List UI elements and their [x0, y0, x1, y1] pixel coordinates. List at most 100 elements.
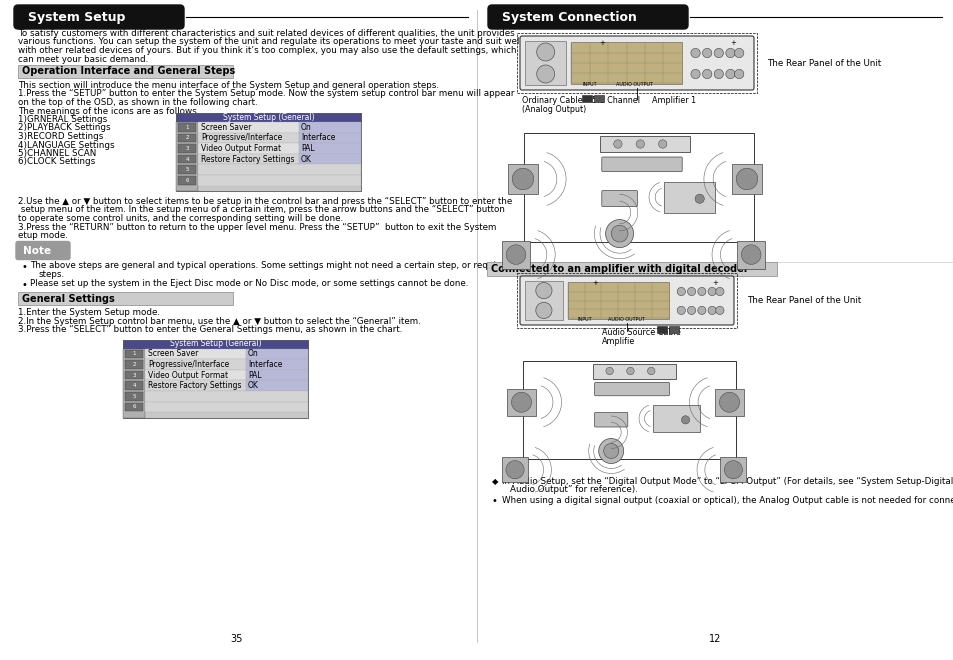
- Text: various functions. You can setup the system of the unit and regulate its operati: various functions. You can setup the sys…: [18, 38, 521, 46]
- Bar: [298, 133, 360, 143]
- Bar: [298, 122, 360, 133]
- Bar: [145, 391, 308, 401]
- Text: 3: 3: [132, 372, 135, 378]
- Circle shape: [701, 48, 711, 57]
- Text: +: +: [592, 280, 598, 286]
- Text: PAL: PAL: [301, 144, 314, 153]
- Text: Progressive/Interface: Progressive/Interface: [148, 360, 229, 369]
- Text: Audio Output” for reference).: Audio Output” for reference).: [510, 486, 638, 494]
- Circle shape: [719, 392, 739, 412]
- Text: (Analog Output): (Analog Output): [521, 104, 586, 114]
- Text: Amplifie: Amplifie: [601, 337, 635, 345]
- Bar: [145, 370, 246, 380]
- Bar: [198, 143, 298, 154]
- Circle shape: [714, 48, 722, 57]
- FancyBboxPatch shape: [601, 191, 637, 207]
- Circle shape: [734, 69, 743, 79]
- Bar: [593, 364, 676, 378]
- Circle shape: [715, 287, 723, 296]
- Text: steps.: steps.: [38, 270, 64, 279]
- Bar: [737, 241, 764, 269]
- Text: 6)CLOCK Settings: 6)CLOCK Settings: [18, 158, 95, 166]
- Bar: [18, 292, 233, 305]
- Bar: [178, 145, 195, 153]
- Bar: [178, 155, 195, 164]
- Text: System Setup: System Setup: [28, 11, 125, 24]
- FancyBboxPatch shape: [488, 5, 687, 29]
- Bar: [298, 154, 360, 164]
- Bar: [198, 175, 360, 185]
- Text: AUDIO OUTPUT: AUDIO OUTPUT: [607, 317, 644, 322]
- Text: to operate some control units, and the corresponding setting will be done.: to operate some control units, and the c…: [18, 214, 343, 223]
- Circle shape: [598, 438, 623, 463]
- Circle shape: [695, 194, 703, 203]
- Bar: [178, 176, 195, 185]
- Text: Progressive/Interface: Progressive/Interface: [201, 133, 282, 143]
- Circle shape: [740, 245, 760, 265]
- Bar: [175, 113, 360, 191]
- Text: To satisfy customers with different characteristics and suit related devices of : To satisfy customers with different char…: [18, 29, 515, 38]
- Bar: [178, 166, 195, 174]
- Text: +: +: [730, 40, 736, 46]
- Bar: [123, 339, 308, 418]
- Bar: [123, 339, 308, 348]
- Circle shape: [725, 69, 735, 79]
- Text: On: On: [248, 349, 258, 358]
- Text: INPUT: INPUT: [582, 82, 597, 87]
- Text: 1.Press the “SETUP” button to enter the System Setup mode. Now the system setup : 1.Press the “SETUP” button to enter the …: [18, 90, 514, 98]
- Text: etup mode.: etup mode.: [18, 231, 68, 240]
- Bar: [524, 281, 562, 320]
- Text: The meanings of the icons are as follows.: The meanings of the icons are as follows…: [18, 106, 199, 116]
- Bar: [599, 135, 689, 152]
- Text: 3.Press the “RETURN” button to return to the upper level menu. Press the “SETUP”: 3.Press the “RETURN” button to return to…: [18, 222, 496, 232]
- Bar: [715, 389, 743, 416]
- Bar: [486, 262, 776, 276]
- Circle shape: [605, 367, 613, 375]
- Bar: [657, 326, 666, 333]
- Bar: [175, 113, 360, 122]
- Text: 4)LANGUAGE Settings: 4)LANGUAGE Settings: [18, 141, 114, 150]
- Bar: [567, 282, 668, 319]
- Circle shape: [626, 367, 634, 375]
- FancyBboxPatch shape: [594, 383, 669, 396]
- Text: 6: 6: [132, 405, 135, 409]
- Text: 1.Enter the System Setup mode.: 1.Enter the System Setup mode.: [18, 308, 160, 317]
- Circle shape: [736, 168, 757, 190]
- Text: Please set up the system in the Eject Disc mode or No Disc mode, or some setting: Please set up the system in the Eject Di…: [30, 279, 468, 288]
- Circle shape: [725, 48, 735, 57]
- Circle shape: [505, 461, 523, 479]
- Circle shape: [511, 392, 531, 412]
- Bar: [125, 371, 143, 379]
- Circle shape: [687, 306, 695, 315]
- Text: Connected to an amplifier with digital decoder: Connected to an amplifier with digital d…: [491, 264, 748, 274]
- Text: 35: 35: [231, 634, 243, 644]
- Bar: [507, 389, 536, 416]
- Text: Operation Interface and General Steps: Operation Interface and General Steps: [22, 67, 235, 77]
- Text: •: •: [22, 261, 28, 271]
- Text: 3: 3: [185, 146, 189, 151]
- Bar: [145, 348, 246, 359]
- Circle shape: [677, 306, 684, 315]
- Circle shape: [697, 287, 705, 296]
- Text: The Rear Panel of the Unit: The Rear Panel of the Unit: [746, 296, 861, 305]
- Text: with other related devices of yours. But if you think it’s too complex, you may : with other related devices of yours. But…: [18, 46, 516, 55]
- Bar: [720, 457, 745, 482]
- Circle shape: [537, 43, 554, 61]
- Bar: [581, 95, 592, 102]
- Text: 12: 12: [708, 634, 720, 644]
- Text: ◆: ◆: [492, 477, 498, 486]
- Circle shape: [723, 461, 741, 479]
- Bar: [125, 403, 143, 411]
- Bar: [246, 380, 308, 391]
- Text: •: •: [492, 496, 497, 506]
- Circle shape: [647, 367, 655, 375]
- Text: Restore Factory Settings: Restore Factory Settings: [148, 381, 241, 390]
- Bar: [501, 241, 530, 269]
- Circle shape: [697, 306, 705, 315]
- Text: 2)PLAYBACK Settings: 2)PLAYBACK Settings: [18, 123, 111, 133]
- Text: OK: OK: [301, 154, 312, 164]
- Text: Interface: Interface: [248, 360, 282, 369]
- Circle shape: [506, 245, 525, 265]
- Text: +: +: [712, 280, 718, 286]
- Text: +: +: [598, 40, 605, 46]
